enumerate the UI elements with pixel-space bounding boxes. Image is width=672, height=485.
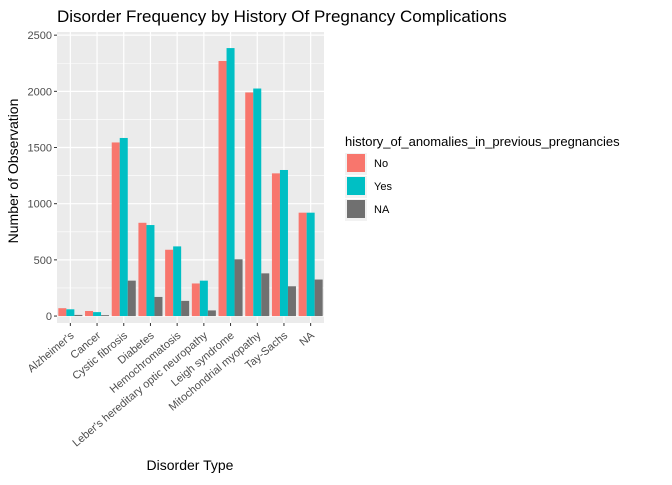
chart-title: Disorder Frequency by History Of Pregnan… — [57, 7, 507, 26]
y-tick-label: 0 — [46, 311, 52, 323]
bar — [181, 300, 190, 317]
bar — [173, 246, 182, 317]
bar — [93, 312, 102, 317]
bar — [138, 222, 147, 317]
bar — [245, 92, 254, 317]
x-tick-label: NA — [297, 329, 317, 348]
bar — [298, 212, 307, 317]
bar — [119, 137, 128, 317]
y-tick-label: 2500 — [28, 30, 52, 42]
y-axis-title: Number of Observation — [5, 99, 21, 244]
bar — [279, 169, 288, 317]
legend: No Yes NA — [345, 153, 392, 221]
bar — [165, 249, 174, 317]
legend-label: Yes — [374, 181, 392, 193]
bar — [74, 314, 83, 317]
bar — [101, 315, 110, 317]
bar — [85, 310, 94, 317]
legend-title: history_of_anomalies_in_previous_pregnan… — [345, 134, 620, 149]
bar — [191, 283, 200, 317]
x-axis-title: Disorder Type — [147, 457, 234, 473]
bar — [218, 61, 227, 317]
bar — [287, 286, 296, 317]
bar — [199, 280, 208, 317]
bar — [111, 142, 120, 317]
bar — [154, 296, 163, 317]
legend-key — [347, 200, 365, 218]
bar — [66, 309, 75, 317]
bar — [207, 310, 216, 317]
bar — [127, 280, 136, 317]
legend-label: NA — [374, 204, 390, 216]
bar — [234, 259, 243, 317]
legend-key — [347, 154, 365, 172]
y-tick-label: 1500 — [28, 143, 52, 155]
bar — [261, 273, 270, 317]
bar — [226, 48, 235, 317]
bar — [306, 212, 315, 317]
bar — [314, 279, 323, 317]
y-tick-label: 500 — [34, 255, 52, 267]
y-tick-label: 2000 — [28, 86, 52, 98]
y-tick-label: 1000 — [28, 199, 52, 211]
legend-key — [347, 177, 365, 195]
bar — [58, 308, 67, 317]
bar — [146, 225, 155, 317]
legend-label: No — [374, 158, 388, 170]
bar — [253, 88, 262, 317]
plot-panel: 05001000150020002500Alzheimer'sCancerCys… — [26, 30, 324, 449]
bar — [271, 173, 280, 317]
